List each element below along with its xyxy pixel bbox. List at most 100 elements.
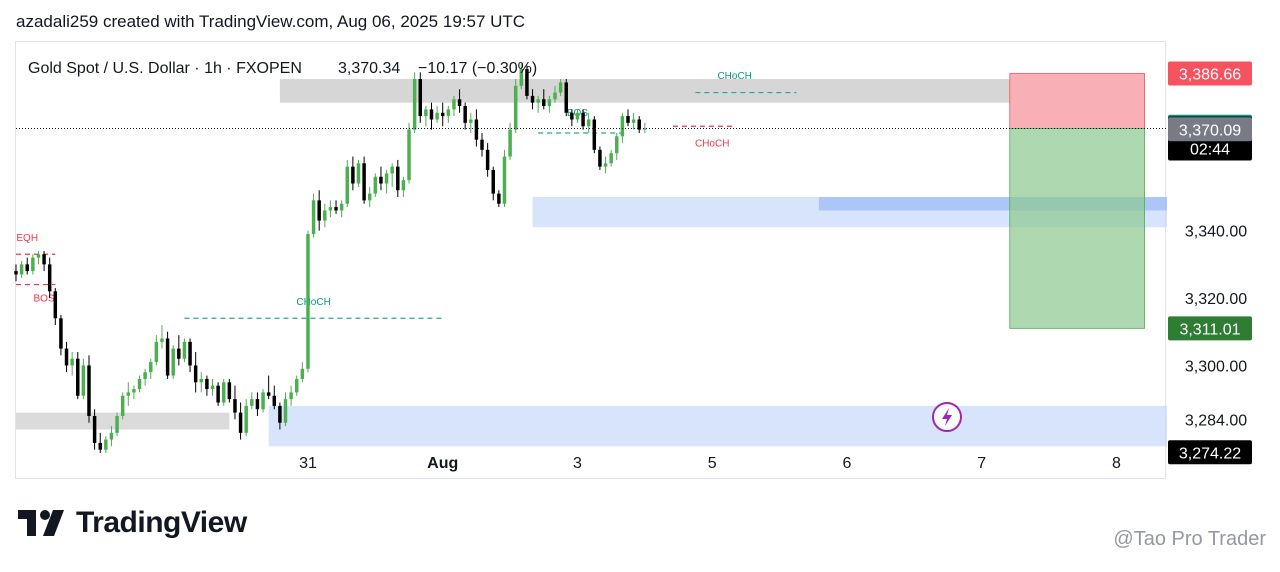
legend-change: −10.17 (−0.30%) <box>418 60 537 77</box>
candle-body <box>356 163 361 184</box>
zone-box <box>279 79 1010 103</box>
price-tag <box>1168 316 1252 341</box>
candle-body <box>92 415 97 443</box>
candle-body <box>643 128 647 130</box>
candle-body <box>351 166 355 184</box>
candle-body <box>154 341 159 363</box>
price-chart[interactable]: CHoCHBOSCHoCHCHoCHEQHBOS 3,340.003,320.0… <box>14 42 1280 480</box>
legend-layer: Gold Spot / U.S. Dollar · 1h · FXOPEN 3,3… <box>28 60 537 77</box>
take-profit-zone <box>1009 128 1145 329</box>
candle-body <box>553 92 557 100</box>
candle-body <box>328 207 333 211</box>
position-layer <box>1009 73 1145 329</box>
candle-body <box>294 378 299 393</box>
candle-body <box>87 365 91 416</box>
candle-body <box>367 193 372 201</box>
candle-body <box>289 392 293 400</box>
candle-body <box>182 341 187 359</box>
price-tag-label: 3,370.09 <box>1179 122 1241 139</box>
structure-label: CHoCH <box>717 71 751 82</box>
candle-body <box>603 163 608 167</box>
candle-body <box>188 341 192 366</box>
stop-loss-zone <box>1009 73 1145 129</box>
candle-body <box>485 149 490 171</box>
candle-body <box>418 79 422 117</box>
candle-body <box>283 399 288 423</box>
candle-body <box>379 176 383 184</box>
structure-label: BOS <box>34 293 55 304</box>
candle-body <box>508 129 512 157</box>
candle-body <box>480 139 484 150</box>
y-tick-label: 3,320.00 <box>1185 291 1247 308</box>
candle-body <box>272 395 277 406</box>
candle-body <box>530 95 535 103</box>
candle-body <box>575 112 580 120</box>
candle-body <box>244 405 248 433</box>
candle-body <box>457 99 462 107</box>
candle-body <box>570 112 574 120</box>
x-tick-label: 7 <box>977 455 986 472</box>
candle-body <box>609 153 613 164</box>
candle-body <box>216 385 220 403</box>
candle-body <box>42 254 46 265</box>
chart-caption: azadali259 created with TradingView.com,… <box>16 12 526 31</box>
candle-body <box>104 439 108 450</box>
price-tag <box>1168 440 1252 465</box>
candle-body <box>261 392 265 410</box>
candle-body <box>126 392 131 396</box>
candle-body <box>233 399 237 413</box>
candle-body <box>160 338 164 342</box>
candle-body <box>177 348 181 359</box>
candle-body <box>474 119 479 140</box>
x-axis-layer: 31 Aug 3 5 6 7 8 <box>299 455 1121 472</box>
chart-frame[interactable]: CHoCHBOSCHoCHCHoCHEQHBOS 3,340.003,320.0… <box>14 41 1252 479</box>
x-tick-label: 8 <box>1112 455 1121 472</box>
candle-body <box>396 166 400 191</box>
candle-body <box>300 368 305 379</box>
candle-body <box>19 264 24 275</box>
candle-body <box>429 109 434 120</box>
x-tick-label: 31 <box>299 455 317 472</box>
candle-body <box>502 156 507 204</box>
candle-body <box>362 163 366 201</box>
price-tag-label: 3,274.22 <box>1179 445 1241 462</box>
candle-body <box>637 119 641 130</box>
candle-body <box>615 136 619 154</box>
candle-body <box>339 203 344 211</box>
candle-body <box>165 338 170 376</box>
candle-body <box>238 412 243 433</box>
candle-body <box>592 119 597 150</box>
icons-layer <box>932 402 962 432</box>
lightning-icon-bolt <box>942 408 952 426</box>
candle-body <box>109 432 114 440</box>
candle-body <box>446 109 451 117</box>
candle-body <box>317 200 321 221</box>
candle-body <box>193 365 198 383</box>
candle-body <box>452 99 456 110</box>
candle-body <box>558 82 563 93</box>
candle-body <box>525 68 529 96</box>
tradingview-logo: TradingView <box>18 506 247 540</box>
candle-body <box>469 119 473 123</box>
candle-body <box>626 116 630 123</box>
price-tag <box>1168 61 1252 86</box>
candle-body <box>132 389 136 393</box>
candle-body <box>81 365 86 396</box>
zone-box <box>268 405 1167 447</box>
annotations-layer: CHoCHBOSCHoCHCHoCHEQHBOS <box>16 71 797 319</box>
legend-last-price: 3,370.34 <box>338 60 400 77</box>
candle-body <box>306 234 310 369</box>
candle-body <box>36 254 41 258</box>
candle-body <box>435 112 439 120</box>
candle-body <box>210 385 215 390</box>
candle-body <box>412 79 417 130</box>
zones-layer <box>16 79 1167 447</box>
candle-body <box>227 382 232 400</box>
candle-body <box>491 170 495 194</box>
candle-body <box>115 415 119 433</box>
candle-body <box>345 166 350 204</box>
candle-body <box>401 180 406 191</box>
watermark: @Tao Pro Trader <box>1113 528 1266 550</box>
candle-body <box>53 291 58 319</box>
candle-body <box>440 112 445 117</box>
